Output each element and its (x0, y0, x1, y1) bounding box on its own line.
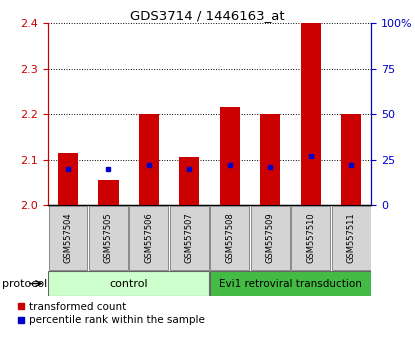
Text: GSM557507: GSM557507 (185, 213, 194, 263)
FancyBboxPatch shape (170, 206, 209, 270)
FancyBboxPatch shape (89, 206, 128, 270)
Bar (98, 180, 119, 205)
Text: GSM557505: GSM557505 (104, 213, 113, 263)
Bar (341, 114, 361, 205)
Text: GSM557506: GSM557506 (144, 213, 154, 263)
Bar (300, 23, 321, 205)
Bar (260, 114, 281, 205)
FancyBboxPatch shape (291, 206, 330, 270)
FancyBboxPatch shape (49, 206, 88, 270)
Bar (179, 158, 200, 205)
Bar (139, 114, 159, 205)
FancyBboxPatch shape (210, 271, 371, 296)
Bar (220, 107, 240, 205)
Text: GDS3714 / 1446163_at: GDS3714 / 1446163_at (130, 9, 285, 22)
FancyBboxPatch shape (332, 206, 371, 270)
Text: GSM557511: GSM557511 (347, 213, 356, 263)
Text: GSM557509: GSM557509 (266, 213, 275, 263)
Text: Evi1 retroviral transduction: Evi1 retroviral transduction (219, 279, 362, 289)
Text: GSM557504: GSM557504 (63, 213, 73, 263)
Legend: transformed count, percentile rank within the sample: transformed count, percentile rank withi… (18, 302, 205, 325)
Text: protocol: protocol (2, 279, 47, 289)
FancyBboxPatch shape (48, 271, 209, 296)
Bar (58, 153, 78, 205)
FancyBboxPatch shape (129, 206, 168, 270)
Text: control: control (109, 279, 148, 289)
FancyBboxPatch shape (210, 206, 249, 270)
Text: GSM557508: GSM557508 (225, 213, 234, 263)
FancyBboxPatch shape (251, 206, 290, 270)
Text: GSM557510: GSM557510 (306, 213, 315, 263)
